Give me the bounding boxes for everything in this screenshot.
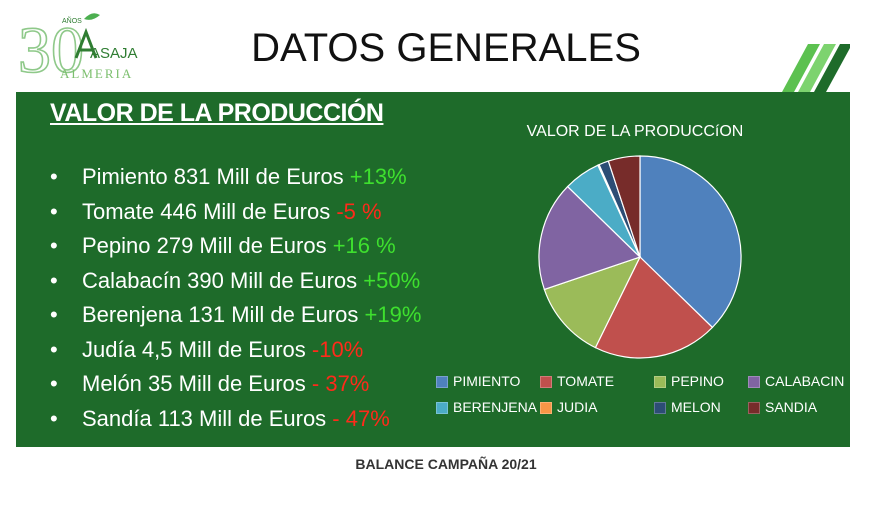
- legend-swatch: [654, 402, 666, 415]
- bullet-icon: •: [50, 164, 58, 189]
- legend-swatch: [436, 402, 448, 415]
- list-item: • Pimiento 831 Mill de Euros +13%: [50, 164, 421, 199]
- legend-swatch: [748, 402, 760, 415]
- change-value: +16 %: [332, 233, 396, 258]
- legend-label: SANDIA: [765, 399, 818, 415]
- legend-swatch: [540, 376, 552, 389]
- legend-item-berenjena: BERENJENA: [436, 398, 537, 416]
- legend-swatch: [748, 376, 760, 389]
- item-text: Calabacín 390 Mill de Euros: [82, 267, 364, 293]
- logo-years: AÑOS: [62, 16, 82, 25]
- pie-slice-calabacin: [538, 185, 642, 291]
- list-item: • Judía 4,5 Mill de Euros -10%: [50, 337, 421, 372]
- list-item: • Pepino 279 Mill de Euros +16 %: [50, 233, 421, 268]
- list-item: • Melón 35 Mill de Euros - 37%: [50, 371, 421, 406]
- legend-label: TOMATE: [557, 373, 615, 389]
- footer-text: BALANCE CAMPAÑA 20/21: [355, 456, 537, 472]
- bullet-icon: •: [50, 405, 58, 431]
- legend-label: MELON: [671, 399, 721, 415]
- chart-title: VALOR DE LA PRODUCCíON: [526, 123, 744, 140]
- logo-region: ALMERIA: [60, 66, 133, 81]
- leaf-icon: [84, 13, 100, 20]
- bullet-icon: •: [50, 371, 58, 396]
- item-text: Pimiento 831 Mill de Euros: [82, 164, 350, 189]
- change-value: - 47%: [332, 405, 390, 431]
- pie-slice-pepino: [543, 255, 642, 349]
- bullet-icon: •: [50, 198, 58, 224]
- list-item: • Berenjena 131 Mill de Euros +19%: [50, 302, 421, 337]
- item-text: Sandía 113 Mill de Euros: [82, 405, 333, 431]
- legend-item-pepino: PEPINO: [654, 372, 724, 390]
- item-text: Melón 35 Mill de Euros: [82, 371, 312, 396]
- asaja-logo: 30 AÑOS ASAJA ALMERIA: [18, 13, 138, 88]
- decorative-stripes: [770, 44, 850, 94]
- legend-swatch: [540, 402, 552, 415]
- legend-label: CALABACIN: [765, 373, 845, 389]
- list-item: • Calabacín 390 Mill de Euros +50%: [50, 268, 421, 303]
- change-value: -10%: [311, 336, 364, 362]
- legend-item-calabacin: CALABACIN: [748, 372, 844, 390]
- legend-item-sandia: SANDIA: [748, 398, 817, 416]
- bullet-icon: •: [50, 336, 58, 362]
- legend-swatch: [654, 376, 666, 389]
- item-text: Berenjena 131 Mill de Euros: [82, 302, 365, 327]
- legend-swatch: [436, 376, 448, 389]
- bullet-icon: •: [50, 267, 58, 293]
- pie-slice-tomate: [594, 255, 714, 359]
- legend-item-pimiento: PIMIENTO: [436, 372, 520, 390]
- item-text: Tomate 446 Mill de Euros: [82, 198, 337, 224]
- bullet-icon: •: [50, 302, 58, 327]
- legend-label: PIMIENTO: [453, 373, 521, 389]
- list-item: • Tomate 446 Mill de Euros -5 %: [50, 199, 421, 234]
- list-item: • Sandía 113 Mill de Euros - 47%: [50, 406, 421, 441]
- change-value: +50%: [363, 267, 421, 293]
- legend-item-tomate: TOMATE: [540, 372, 614, 390]
- change-value: +13%: [349, 164, 407, 189]
- legend-label: JUDIA: [557, 399, 598, 415]
- legend-item-judia: JUDIA: [540, 398, 597, 416]
- pie-slice-sandia: [607, 155, 641, 258]
- bullet-icon: •: [50, 233, 58, 258]
- change-value: +19%: [364, 302, 422, 327]
- production-list: • Pimiento 831 Mill de Euros +13% • Tomate…: [50, 164, 421, 440]
- pie-slice-pimiento: [639, 155, 742, 329]
- slide-title: DATOS GENERALES: [251, 26, 641, 70]
- legend-label: BERENJENA: [453, 399, 538, 415]
- change-value: - 37%: [311, 371, 370, 396]
- pie-chart: [538, 155, 742, 359]
- logo-brand: ASAJA: [90, 45, 138, 62]
- item-text: Judía 4,5 Mill de Euros: [82, 336, 312, 362]
- legend-label: PEPINO: [671, 373, 724, 389]
- section-title: VALOR DE LA PRODUCCIÓN: [50, 99, 384, 127]
- item-text: Pepino 279 Mill de Euros: [82, 233, 333, 258]
- logo-a-mark: [74, 27, 98, 59]
- change-value: -5 %: [336, 198, 382, 224]
- logo-number: 30: [18, 14, 84, 87]
- legend-item-melon: MELON: [654, 398, 721, 416]
